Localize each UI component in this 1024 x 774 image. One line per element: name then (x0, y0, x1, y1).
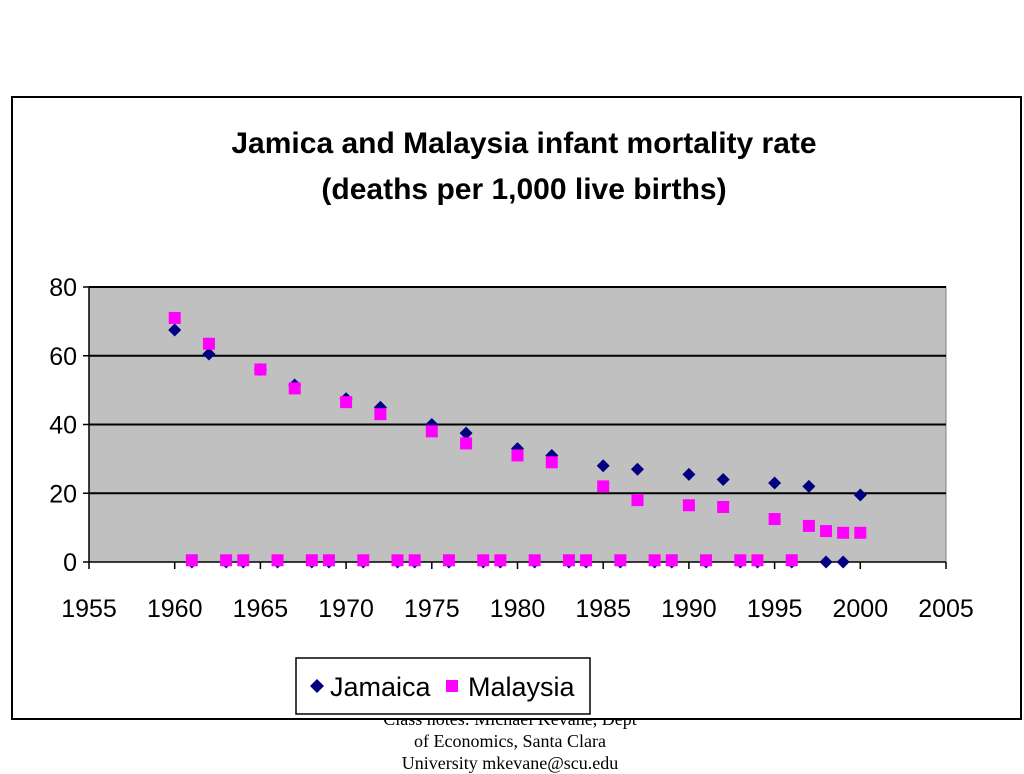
x-tick-label-1965: 1965 (233, 595, 289, 623)
malaysia-point (305, 554, 318, 567)
malaysia-point (837, 526, 850, 539)
malaysia-point (802, 519, 815, 532)
x-tick-label-2000: 2000 (832, 595, 888, 623)
malaysia-point (562, 554, 575, 567)
x-tick-label-1975: 1975 (404, 595, 460, 623)
malaysia-point (528, 554, 541, 567)
legend-jamaica-label: Jamaica (330, 672, 432, 702)
chart-title: Jamica and Malaysia infant mortality rat… (231, 127, 816, 160)
jamaica-point (819, 555, 833, 569)
malaysia-point (477, 554, 490, 567)
jamaica-point (596, 459, 610, 473)
malaysia-point (271, 554, 284, 567)
x-tick-label-1995: 1995 (747, 595, 803, 623)
data-points (168, 311, 867, 569)
malaysia-point (357, 554, 370, 567)
jamaica-point (682, 467, 696, 481)
x-tick-label-1985: 1985 (575, 595, 631, 623)
malaysia-point (682, 499, 695, 512)
malaysia-point (442, 554, 455, 567)
x-tick-label-1980: 1980 (490, 595, 546, 623)
malaysia-point (854, 526, 867, 539)
footer-line-2: of Economics, Santa Clara (414, 731, 606, 751)
jamaica-point (459, 426, 473, 440)
axes: 0 20 40 60 80 1955 1960 1965 1970 1975 1980 1985 199… (49, 274, 974, 623)
y-tick-label-80: 80 (49, 274, 77, 302)
chart-subtitle: (deaths per 1,000 live births) (321, 173, 726, 206)
x-tick-label-1990: 1990 (661, 595, 717, 623)
malaysia-point (168, 311, 181, 324)
malaysia-point (340, 396, 353, 409)
x-tick-label-1955: 1955 (61, 595, 117, 623)
malaysia-point (288, 382, 301, 395)
malaysia-point (614, 554, 627, 567)
malaysia-point (717, 501, 730, 513)
malaysia-point (425, 425, 438, 438)
x-tick-label-1960: 1960 (147, 595, 203, 623)
malaysia-point (751, 554, 764, 567)
legend-malaysia-marker (446, 680, 458, 692)
y-tick-label-0: 0 (63, 549, 77, 577)
jamaica-point (168, 323, 182, 337)
legend-jamaica-marker (310, 679, 324, 693)
malaysia-point (237, 554, 250, 567)
jamaica-point (836, 555, 850, 569)
jamaica-point (630, 462, 644, 476)
jamaica-point (802, 479, 816, 493)
malaysia-point (460, 437, 473, 450)
malaysia-point (545, 456, 558, 469)
malaysia-point (580, 554, 593, 567)
malaysia-point (202, 337, 215, 350)
malaysia-point (254, 363, 267, 376)
malaysia-point (185, 554, 198, 567)
jamaica-point (716, 473, 730, 486)
legend-malaysia-label: Malaysia (468, 672, 576, 702)
malaysia-point (631, 494, 644, 507)
malaysia-point (408, 554, 421, 567)
legend-box (295, 657, 591, 715)
y-tick-label-20: 20 (49, 480, 77, 508)
jamaica-point (202, 347, 216, 361)
jamaica-point (768, 476, 782, 490)
malaysia-point (391, 554, 404, 567)
malaysia-point (597, 480, 610, 493)
y-tick-label-60: 60 (49, 343, 77, 371)
x-tick-label-1970: 1970 (318, 595, 374, 623)
malaysia-point (820, 525, 833, 538)
malaysia-point (494, 554, 507, 567)
malaysia-point (648, 554, 661, 567)
malaysia-point (700, 554, 713, 567)
malaysia-point (665, 554, 678, 567)
malaysia-point (322, 554, 335, 567)
malaysia-point (220, 554, 233, 567)
jamaica-point (853, 488, 867, 502)
malaysia-point (511, 449, 524, 462)
malaysia-point (374, 408, 387, 421)
malaysia-point (734, 554, 747, 567)
malaysia-point (768, 513, 781, 526)
grid-lines (89, 286, 946, 495)
legend: Jamaica Malaysia (295, 657, 591, 715)
y-tick-label-40: 40 (49, 412, 77, 440)
x-tick-label-2005: 2005 (918, 595, 974, 623)
malaysia-point (785, 554, 798, 567)
